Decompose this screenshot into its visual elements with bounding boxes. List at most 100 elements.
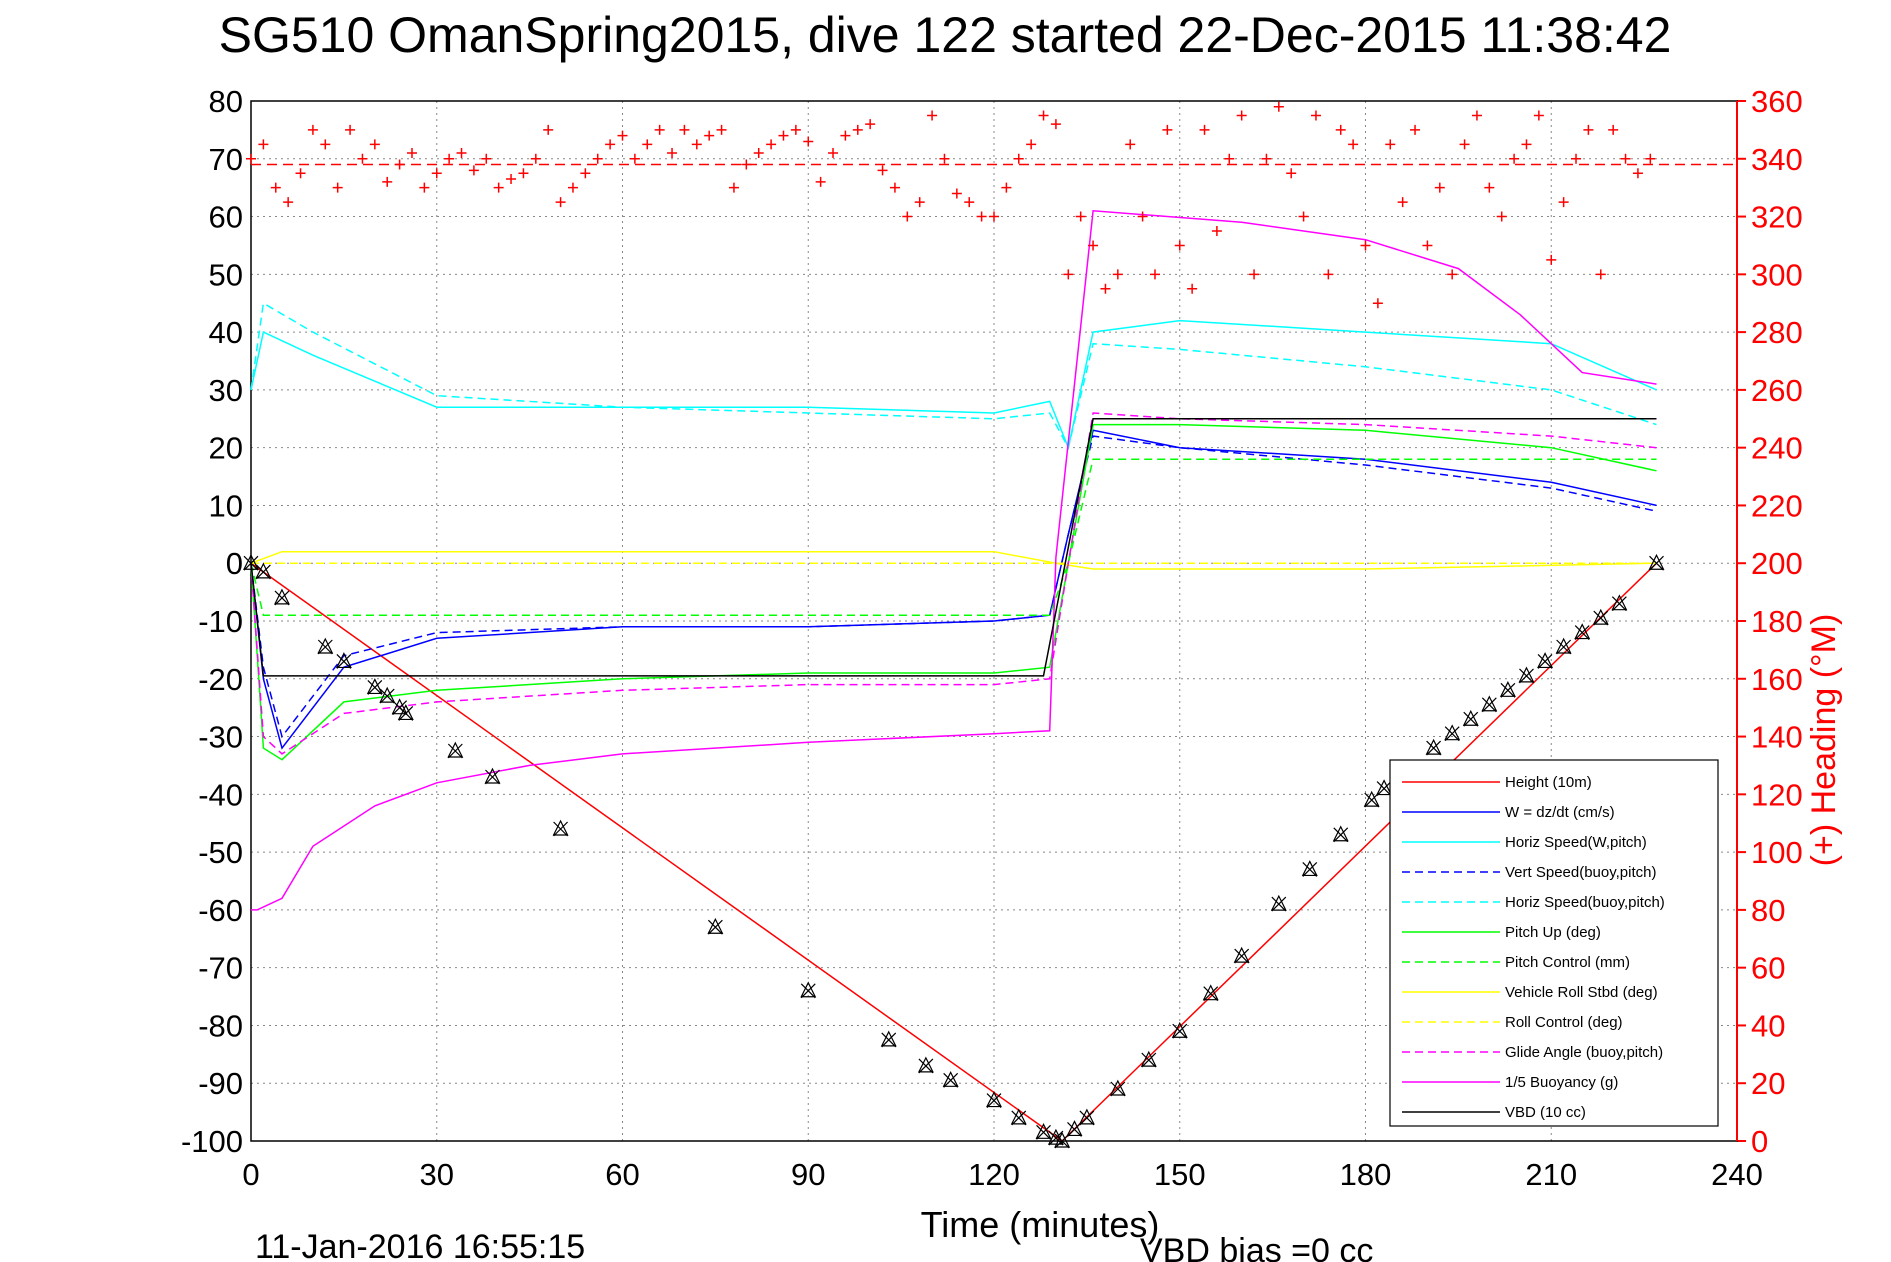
heading-point bbox=[1533, 110, 1544, 121]
height-marker bbox=[1376, 779, 1393, 796]
heading-point bbox=[394, 159, 405, 170]
heading-point bbox=[1162, 124, 1173, 135]
height-marker bbox=[317, 637, 334, 655]
legend-item: Vert Speed(buoy,pitch) bbox=[1505, 864, 1656, 881]
x-tick-label: 210 bbox=[1525, 1157, 1577, 1192]
y-tick-label: 70 bbox=[209, 142, 243, 177]
height-marker bbox=[243, 553, 259, 571]
y-tick-label: 20 bbox=[209, 431, 243, 466]
heading-point bbox=[1447, 269, 1458, 280]
legend-box bbox=[1389, 759, 1719, 1127]
heading-point bbox=[852, 124, 863, 135]
y-tick-label: 10 bbox=[209, 488, 243, 523]
series-line bbox=[250, 301, 1657, 450]
heading-point bbox=[877, 165, 888, 176]
legend-item: Pitch Up (deg) bbox=[1505, 924, 1601, 941]
x-tick-label: 120 bbox=[968, 1157, 1020, 1192]
legend: Height (10m) W = dz/dt (cm/s) Horiz Speed(… bbox=[1389, 759, 1719, 1127]
height-marker bbox=[1078, 1108, 1095, 1126]
heading-point bbox=[803, 136, 814, 147]
heading-point bbox=[1571, 153, 1582, 164]
heading-point bbox=[1038, 110, 1049, 121]
heading-point bbox=[518, 168, 529, 179]
heading-point bbox=[1261, 153, 1272, 164]
heading-point bbox=[493, 182, 504, 193]
height-markers bbox=[243, 553, 1665, 1149]
heading-point bbox=[1484, 182, 1495, 193]
heading-point bbox=[989, 211, 999, 222]
axis-ticks: 0 30 60 90 120 150 180 210 240-100-90-80-70-60-5… bbox=[181, 84, 1803, 1192]
y2-tick-label: 20 bbox=[1751, 1066, 1785, 1101]
heading-point bbox=[1410, 124, 1421, 135]
heading-point bbox=[369, 139, 380, 150]
height-marker bbox=[1592, 608, 1609, 626]
heading-point bbox=[1125, 139, 1136, 150]
y-tick-label: -30 bbox=[198, 720, 243, 755]
y2-tick-label: 160 bbox=[1751, 662, 1803, 697]
heading-point bbox=[716, 124, 727, 135]
heading-point bbox=[456, 148, 467, 158]
series-line bbox=[250, 458, 1657, 616]
heading-point bbox=[1075, 211, 1086, 222]
heading-point bbox=[1013, 153, 1024, 164]
height-marker bbox=[1555, 637, 1572, 655]
heading-point bbox=[332, 182, 343, 193]
heading-point bbox=[543, 124, 554, 135]
x-tick-label: 60 bbox=[605, 1157, 639, 1192]
heading-point bbox=[691, 139, 702, 150]
heading-point bbox=[927, 110, 938, 121]
y2-tick-label: 280 bbox=[1751, 315, 1803, 350]
y2-tick-label: 80 bbox=[1751, 893, 1785, 928]
legend-item: Pitch Control (mm) bbox=[1505, 954, 1630, 971]
heading-point bbox=[1459, 139, 1470, 150]
y2-tick-label: 100 bbox=[1751, 835, 1803, 870]
heading-point bbox=[1471, 110, 1482, 121]
height-marker bbox=[1233, 946, 1250, 964]
y2-tick-label: 300 bbox=[1751, 257, 1803, 292]
heading-point bbox=[1174, 240, 1185, 251]
y-tick-label: -90 bbox=[198, 1066, 243, 1101]
heading-point bbox=[889, 182, 900, 193]
heading-point bbox=[629, 153, 640, 164]
heading-point bbox=[704, 130, 715, 141]
heading-point bbox=[357, 153, 368, 164]
heading-point bbox=[1088, 240, 1099, 251]
heading-point bbox=[1100, 283, 1111, 294]
y-tick-label: 30 bbox=[209, 373, 243, 408]
heading-point bbox=[406, 148, 417, 158]
series-line bbox=[250, 418, 1657, 677]
series-line bbox=[250, 435, 1657, 739]
heading-point bbox=[667, 148, 678, 158]
heading-point bbox=[741, 159, 752, 170]
heading-point bbox=[790, 124, 801, 135]
y2-tick-label: 220 bbox=[1751, 488, 1803, 523]
height-marker bbox=[1481, 695, 1498, 713]
y-tick-label: -50 bbox=[198, 835, 243, 870]
heading-point bbox=[654, 124, 665, 135]
height-marker bbox=[1035, 1122, 1052, 1140]
height-marker bbox=[1140, 1050, 1157, 1068]
heading-point bbox=[1558, 197, 1569, 208]
height-marker bbox=[1301, 860, 1318, 877]
series-line bbox=[250, 319, 1657, 451]
heading-point bbox=[320, 139, 331, 150]
legend-item: W = dz/dt (cm/s) bbox=[1505, 804, 1615, 821]
heading-point bbox=[283, 197, 294, 208]
x-tick-label: 90 bbox=[791, 1157, 825, 1192]
heading-point bbox=[728, 182, 739, 193]
heading-point bbox=[1335, 124, 1346, 135]
heading-point bbox=[270, 182, 281, 193]
height-marker bbox=[1574, 623, 1591, 640]
heading-point bbox=[1595, 269, 1606, 280]
heading-point bbox=[679, 124, 690, 135]
height-marker bbox=[484, 767, 501, 785]
heading-point bbox=[766, 139, 777, 150]
heading-point bbox=[865, 119, 876, 130]
y-tick-label: -80 bbox=[198, 1008, 243, 1043]
height-marker bbox=[1537, 652, 1554, 669]
heading-point bbox=[1149, 269, 1160, 280]
heading-point bbox=[530, 153, 541, 164]
heading-point bbox=[1620, 153, 1631, 164]
footer-timestamp: 11-Jan-2016 16:55:15 bbox=[255, 1228, 585, 1262]
